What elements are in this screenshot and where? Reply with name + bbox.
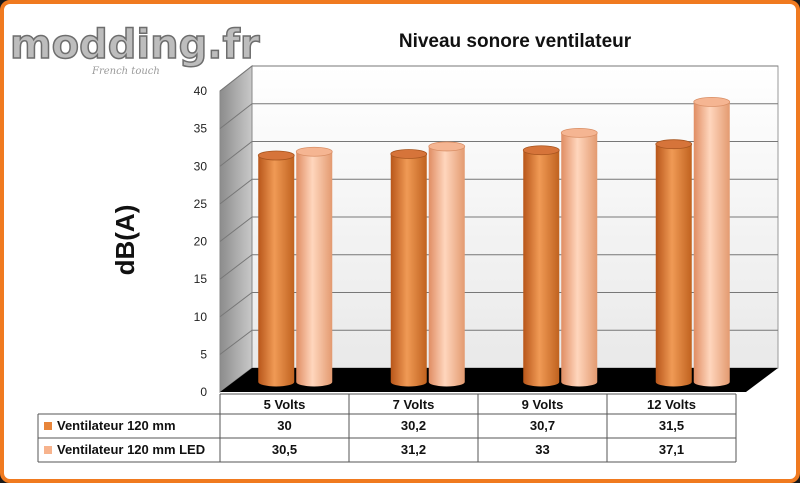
legend-label: Ventilateur 120 mm bbox=[57, 418, 176, 433]
table-category-header: 9 Volts bbox=[522, 397, 564, 412]
bars bbox=[257, 96, 731, 387]
legend-label: Ventilateur 120 mm LED bbox=[57, 442, 205, 457]
bar-top bbox=[428, 141, 466, 152]
bar-body bbox=[693, 101, 730, 387]
bar-body bbox=[655, 144, 692, 387]
bar-ventilateur-120mm bbox=[655, 139, 693, 387]
bar-body bbox=[296, 151, 333, 387]
bar-top bbox=[693, 96, 731, 107]
table-category-header: 12 Volts bbox=[647, 397, 696, 412]
table-category-header: 5 Volts bbox=[264, 397, 306, 412]
gridline bbox=[219, 254, 778, 280]
gridline bbox=[219, 141, 778, 167]
table-value: 33 bbox=[535, 442, 549, 457]
table-category-header: 7 Volts bbox=[393, 397, 435, 412]
bar-body bbox=[523, 150, 560, 387]
y-tick-label: 5 bbox=[200, 347, 207, 361]
gridline bbox=[219, 103, 778, 130]
bar-top bbox=[257, 150, 295, 161]
bar-ventilateur-120mm bbox=[390, 149, 428, 387]
bar-ventilateur-120mm bbox=[522, 145, 560, 387]
gridline bbox=[219, 178, 778, 205]
bar-body bbox=[561, 132, 598, 387]
y-tick-label: 40 bbox=[194, 84, 208, 98]
logo-tagline: French touch bbox=[91, 66, 160, 77]
bar-ventilateur-120mm-led bbox=[693, 96, 731, 387]
table-value: 30 bbox=[277, 418, 291, 433]
y-tick-label: 15 bbox=[194, 272, 208, 286]
table-value: 30,7 bbox=[530, 418, 555, 433]
table-value: 31,5 bbox=[659, 418, 684, 433]
y-tick-label: 25 bbox=[194, 197, 208, 211]
chart-title: Niveau sonore ventilateur bbox=[399, 31, 632, 52]
y-tick-label: 30 bbox=[194, 159, 208, 173]
legend-swatch bbox=[44, 422, 52, 430]
y-tick-label: 20 bbox=[194, 235, 208, 249]
floor bbox=[220, 368, 778, 392]
data-table: 5 Volts 7 Volts 9 Volts 12 Volts Ventilateur… bbox=[37, 393, 737, 463]
table-value: 30,2 bbox=[401, 418, 426, 433]
bar-top bbox=[522, 145, 560, 156]
bar-ventilateur-120mm-led bbox=[295, 146, 333, 387]
gridlines bbox=[219, 65, 778, 355]
y-axis-ticks: 0 5 10 15 20 25 30 35 40 bbox=[194, 84, 208, 399]
gridline bbox=[219, 292, 778, 318]
bar-top bbox=[295, 146, 333, 157]
table-value: 30,5 bbox=[272, 442, 297, 457]
table-value: 31,2 bbox=[401, 442, 426, 457]
y-tick-label: 0 bbox=[200, 385, 207, 399]
bar-body bbox=[428, 146, 465, 387]
y-tick-label: 10 bbox=[194, 310, 208, 324]
logo-text: modding.fr bbox=[10, 22, 260, 68]
bar-ventilateur-120mm bbox=[257, 150, 295, 387]
bar-top bbox=[560, 127, 598, 138]
legend-swatch bbox=[44, 446, 52, 454]
bar-body bbox=[258, 155, 295, 387]
gridline bbox=[219, 216, 778, 242]
bar-ventilateur-120mm-led bbox=[560, 127, 598, 387]
bar-ventilateur-120mm-led bbox=[428, 141, 466, 387]
gridline bbox=[219, 65, 778, 92]
table-value: 37,1 bbox=[659, 442, 684, 457]
y-axis-label: dB(A) bbox=[110, 205, 140, 276]
bar-top bbox=[655, 139, 693, 150]
logo: modding.fr French touch bbox=[9, 21, 260, 77]
y-tick-label: 35 bbox=[194, 122, 208, 136]
bar-top bbox=[390, 149, 428, 159]
bar-body bbox=[390, 153, 427, 387]
gridline bbox=[219, 329, 778, 355]
